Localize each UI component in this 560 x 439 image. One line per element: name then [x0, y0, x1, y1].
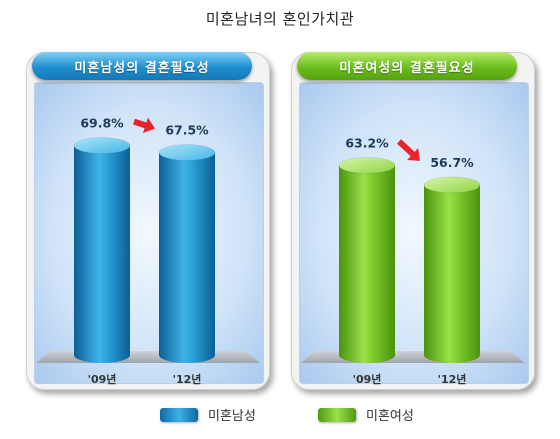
legend-label-male: 미혼남성 [208, 409, 256, 424]
male-bar-base-0 [74, 347, 130, 363]
chart-title: 미혼남녀의 혼인가치관 [205, 10, 355, 28]
female-data-label-0: 63.2% [345, 135, 389, 150]
male-bar-0 [74, 145, 130, 355]
male-bar-top-1 [158, 144, 216, 161]
legend-item-male: 미혼남성 [160, 405, 256, 424]
female-floor [301, 351, 525, 363]
female-bar-1 [424, 184, 480, 355]
male-plot-area [34, 82, 264, 384]
female-bar-base-1 [424, 347, 480, 363]
male-category-label-1: '12년 [173, 372, 202, 386]
male-panel-header: 미혼남성의 결혼필요성 [32, 52, 252, 80]
female-decline-arrow-shape [396, 139, 421, 161]
female-data-label-1: 56.7% [430, 155, 474, 170]
female-bar-0 [339, 165, 395, 355]
female-category-label-1: '12년 [438, 372, 467, 386]
male-data-label-1: 67.5% [165, 123, 209, 138]
legend: 미혼남성 미혼여성 [0, 405, 560, 425]
female-panel [291, 52, 535, 390]
male-floor [36, 351, 260, 363]
legend-swatch-female [318, 407, 356, 422]
male-bar-top-0 [73, 137, 131, 154]
female-bar-base-0 [339, 347, 395, 363]
female-category-label-0: '09년 [353, 372, 382, 386]
legend-swatch-male [160, 407, 198, 422]
male-category-label-0: '09년 [88, 372, 117, 386]
male-decline-arrow-shape [133, 117, 156, 133]
male-bar-1 [159, 152, 215, 355]
male-panel [26, 52, 270, 390]
female-plot-area [299, 82, 529, 384]
legend-item-female: 미혼여성 [318, 405, 414, 424]
male-data-label-0: 69.8% [80, 116, 124, 131]
female-bar-top-0 [338, 157, 396, 174]
legend-label-female: 미혼여성 [366, 409, 414, 424]
female-decline-arrow-icon [396, 139, 421, 161]
male-decline-arrow-icon [133, 117, 156, 133]
female-bar-top-1 [423, 176, 481, 194]
female-panel-header: 미혼여성의 결혼필요성 [297, 52, 517, 80]
male-bar-base-1 [159, 347, 215, 363]
